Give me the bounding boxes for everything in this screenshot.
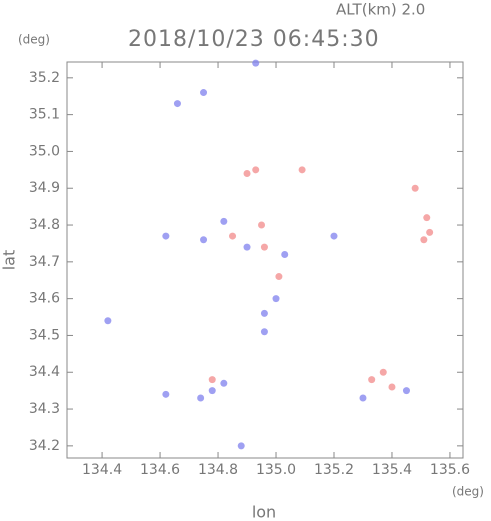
x-tick-label: 134.4 xyxy=(82,462,122,478)
echo-point xyxy=(260,328,268,336)
x-tick-label: 135.0 xyxy=(256,462,296,478)
x-tick-label: 134.6 xyxy=(140,462,180,478)
y-tick-label: 35.1 xyxy=(29,107,60,123)
echo-point xyxy=(173,100,181,108)
echo-point xyxy=(298,166,306,174)
x-tick-label: 135.6 xyxy=(430,462,470,478)
x-tick-label: 135.4 xyxy=(372,462,412,478)
echo-point xyxy=(420,236,428,244)
echo-point xyxy=(243,170,251,178)
echo-point xyxy=(411,184,419,192)
echo-point xyxy=(402,387,410,395)
echo-point xyxy=(260,243,268,251)
echo-point xyxy=(162,232,170,240)
y-tick-label: 34.4 xyxy=(29,364,60,380)
x-tick-label: 135.2 xyxy=(314,462,354,478)
y-tick-label: 34.7 xyxy=(29,254,60,270)
echo-point xyxy=(252,59,260,67)
echo-point xyxy=(388,383,396,391)
echo-point xyxy=(426,228,434,236)
echo-point xyxy=(359,394,367,402)
x-unit: (deg) xyxy=(452,485,484,499)
echo-point xyxy=(208,387,216,395)
y-tick-label: 34.3 xyxy=(29,401,60,417)
y-axis-label: lat xyxy=(0,250,19,271)
echo-point xyxy=(368,376,376,384)
y-tick-label: 35.0 xyxy=(29,143,60,159)
altitude-label: ALT(km) 2.0 xyxy=(336,1,425,19)
echo-point xyxy=(200,89,208,97)
y-tick-label: 34.2 xyxy=(29,438,60,454)
echo-point xyxy=(275,273,283,281)
plot-frame xyxy=(66,61,464,459)
echo-point xyxy=(258,221,266,229)
echo-point xyxy=(237,442,245,450)
echo-point xyxy=(200,236,208,244)
y-tick-label: 35.2 xyxy=(29,70,60,86)
echo-point xyxy=(379,368,387,376)
echo-point xyxy=(104,317,112,325)
echo-point xyxy=(220,379,228,387)
y-tick-label: 34.8 xyxy=(29,217,60,233)
echo-point xyxy=(281,250,289,258)
x-tick-label: 134.8 xyxy=(198,462,238,478)
chart-title: 2018/10/23 06:45:30 xyxy=(128,27,380,52)
echo-point xyxy=(243,243,251,251)
echo-point xyxy=(260,309,268,317)
y-tick-label: 34.5 xyxy=(29,327,60,343)
echo-point xyxy=(423,214,431,222)
y-tick-label: 34.6 xyxy=(29,291,60,307)
x-axis-label: lon xyxy=(252,503,276,521)
echo-point xyxy=(208,376,216,384)
echo-point xyxy=(229,232,237,240)
echo-point xyxy=(197,394,205,402)
echo-point xyxy=(330,232,338,240)
y-tick-label: 34.9 xyxy=(29,180,60,196)
echo-point xyxy=(220,217,228,225)
echo-point xyxy=(162,390,170,398)
echo-point xyxy=(252,166,260,174)
echo-point xyxy=(272,295,280,303)
y-unit: (deg) xyxy=(18,33,50,47)
